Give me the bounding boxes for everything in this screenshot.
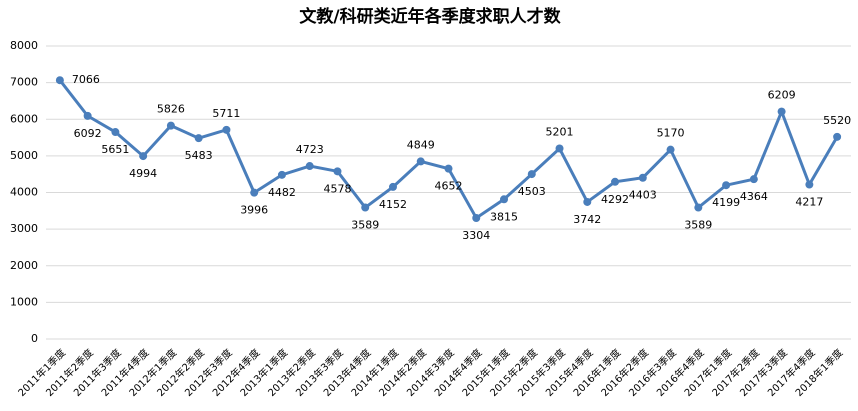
data-point [194, 134, 203, 143]
data-label: 5826 [157, 103, 185, 116]
x-tick-label: 2011年2季度 [43, 346, 96, 399]
y-tick-label: 1000 [10, 295, 38, 308]
data-label: 6209 [768, 89, 796, 102]
data-point [277, 170, 286, 179]
data-label: 4503 [518, 185, 546, 198]
data-label: 3304 [462, 229, 490, 242]
data-point [722, 181, 731, 190]
x-tick-label: 2014年1季度 [348, 346, 401, 399]
x-tick-label: 2011年4季度 [98, 346, 151, 399]
data-label: 5651 [101, 143, 129, 156]
data-point [555, 144, 564, 153]
data-point [583, 197, 592, 206]
y-tick-label: 6000 [10, 112, 38, 125]
data-point [611, 177, 620, 186]
x-tick-label: 2016年2季度 [598, 346, 651, 399]
x-tick-label: 2017年3季度 [737, 346, 790, 399]
data-point [833, 132, 842, 141]
data-point [805, 180, 814, 189]
data-point [444, 164, 453, 173]
data-point [527, 170, 536, 179]
data-label: 4652 [435, 180, 463, 193]
data-label: 6092 [74, 127, 102, 140]
y-tick-label: 4000 [10, 186, 38, 199]
data-point [361, 203, 370, 212]
data-point [666, 145, 675, 154]
data-point [333, 167, 342, 176]
x-tick-label: 2011年3季度 [71, 346, 124, 399]
x-tick-label: 2014年4季度 [432, 346, 485, 399]
data-label: 5170 [657, 127, 685, 140]
x-tick-label: 2012年3季度 [182, 346, 235, 399]
data-label: 3589 [351, 219, 379, 232]
data-label: 4292 [601, 193, 629, 206]
data-point [166, 121, 175, 130]
data-label: 4152 [379, 198, 407, 211]
data-label: 4403 [629, 189, 657, 202]
x-tick-label: 2012年4季度 [210, 346, 263, 399]
x-tick-label: 2017年4季度 [765, 346, 818, 399]
data-label: 5711 [212, 107, 240, 120]
data-label: 4482 [268, 186, 296, 199]
x-tick-label: 2013年2季度 [265, 346, 318, 399]
data-point [83, 111, 92, 120]
data-label: 4994 [129, 167, 157, 180]
x-tick-label: 2015年3季度 [515, 346, 568, 399]
x-tick-label: 2013年4季度 [321, 346, 374, 399]
data-label: 3996 [240, 204, 268, 217]
x-tick-label: 2013年3季度 [293, 346, 346, 399]
x-tick-label: 2017年1季度 [681, 346, 734, 399]
data-label: 4723 [296, 143, 324, 156]
x-tick-label: 2011年1季度 [15, 346, 68, 399]
x-tick-label: 2013年1季度 [237, 346, 290, 399]
y-tick-label: 8000 [10, 39, 38, 52]
data-label: 4578 [323, 182, 351, 195]
data-label: 5201 [546, 126, 574, 139]
x-tick-label: 2018年1季度 [792, 346, 845, 399]
data-point [638, 173, 647, 182]
data-label: 3815 [490, 210, 518, 223]
x-tick-label: 2015年4季度 [543, 346, 596, 399]
y-tick-label: 3000 [10, 222, 38, 235]
x-tick-label: 2016年3季度 [626, 346, 679, 399]
data-point [472, 213, 481, 222]
data-point [55, 76, 64, 85]
data-point [500, 195, 509, 204]
x-tick-label: 2015年2季度 [487, 346, 540, 399]
data-point [694, 203, 703, 212]
x-tick-label: 2012年1季度 [126, 346, 179, 399]
data-label: 4849 [407, 138, 435, 151]
data-point [388, 182, 397, 191]
x-tick-label: 2014年2季度 [376, 346, 429, 399]
x-tick-label: 2016年1季度 [570, 346, 623, 399]
y-tick-label: 7000 [10, 76, 38, 89]
chart-title: 文教/科研类近年各季度求职人才数 [299, 6, 561, 27]
data-point [416, 157, 425, 166]
data-label: 5520 [823, 114, 851, 127]
data-point [777, 107, 786, 116]
y-tick-label: 0 [31, 332, 38, 345]
data-point [139, 152, 148, 161]
data-label: 3742 [573, 213, 601, 226]
data-point [250, 188, 259, 197]
data-label: 4217 [795, 196, 823, 209]
x-tick-label: 2017年2季度 [709, 346, 762, 399]
data-label: 4199 [712, 196, 740, 209]
x-tick-label: 2012年2季度 [154, 346, 207, 399]
data-point [749, 175, 758, 184]
x-tick-label: 2016年4季度 [654, 346, 707, 399]
x-tick-label: 2015年1季度 [459, 346, 512, 399]
y-tick-label: 2000 [10, 259, 38, 272]
data-point [111, 128, 120, 137]
data-point [222, 125, 231, 134]
data-label: 4364 [740, 190, 768, 203]
data-point [305, 162, 314, 171]
data-label: 7066 [72, 73, 100, 86]
y-tick-label: 5000 [10, 149, 38, 162]
data-label: 3589 [684, 219, 712, 232]
data-label: 5483 [185, 149, 213, 162]
x-tick-label: 2014年3季度 [404, 346, 457, 399]
